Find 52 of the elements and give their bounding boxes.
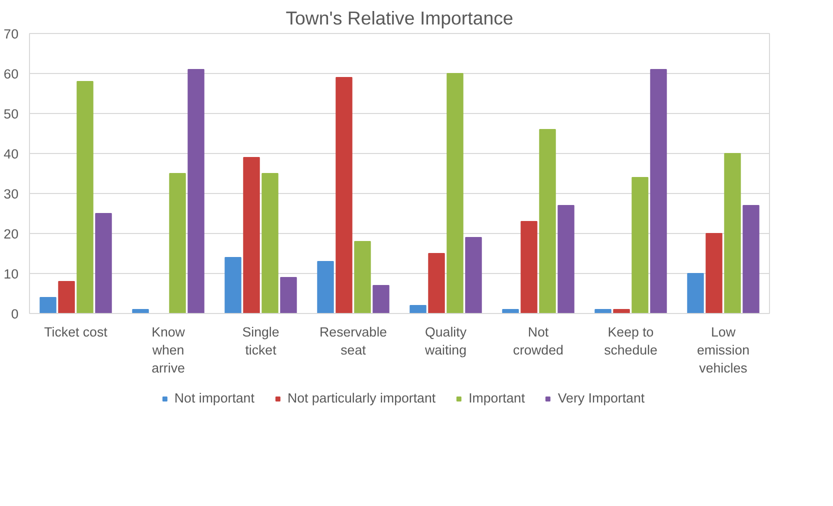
x-tick-label: Low emission vehicles xyxy=(696,324,750,376)
bar xyxy=(372,285,390,314)
bar xyxy=(502,309,519,314)
bar xyxy=(520,221,538,314)
bar xyxy=(465,237,482,314)
bar xyxy=(428,253,445,314)
bar xyxy=(613,309,630,314)
y-tick-label: 60 xyxy=(4,66,19,82)
bar xyxy=(742,205,760,314)
bar xyxy=(687,273,704,314)
bar xyxy=(336,77,352,314)
y-tick-label: 0 xyxy=(11,306,19,322)
bar xyxy=(594,309,612,314)
bar xyxy=(410,305,426,314)
bar xyxy=(539,129,556,314)
x-tick-label: Reservable seat xyxy=(320,324,387,358)
bar xyxy=(446,73,464,314)
legend-label: Important xyxy=(468,390,525,406)
y-tick-label: 50 xyxy=(4,106,19,122)
bar xyxy=(188,69,204,314)
bar xyxy=(169,173,186,314)
y-tick-label: 10 xyxy=(4,266,19,282)
x-tick-label: Know when arrive xyxy=(151,324,186,376)
y-tick-label: 20 xyxy=(4,226,19,242)
legend-label: Very Important xyxy=(558,390,645,406)
bar xyxy=(76,81,94,314)
legend-label: Not important xyxy=(174,390,254,406)
bar xyxy=(95,213,112,314)
bar xyxy=(132,309,149,314)
bar xyxy=(354,241,371,314)
y-tick-label: 30 xyxy=(4,186,19,202)
bar xyxy=(58,281,75,314)
bar xyxy=(243,157,260,314)
y-tick-label: 70 xyxy=(4,26,19,42)
bar xyxy=(706,233,722,314)
bar xyxy=(317,261,334,314)
x-tick-label: Ticket cost xyxy=(44,324,108,340)
chart-title: Town's Relative Importance xyxy=(286,8,514,28)
legend-label: Not particularly important xyxy=(287,390,436,406)
bar xyxy=(40,297,56,314)
bar xyxy=(632,177,648,314)
x-tick-label: Keep to schedule xyxy=(604,324,658,358)
bar xyxy=(724,153,741,314)
y-tick-label: 40 xyxy=(4,146,19,162)
x-tick-label: Not crowded xyxy=(513,324,564,358)
x-tick-label: Single ticket xyxy=(242,324,280,358)
bar xyxy=(280,277,297,314)
bar xyxy=(262,173,278,314)
bar xyxy=(224,257,242,314)
x-tick-label: Quality waiting xyxy=(424,324,467,358)
bar xyxy=(558,205,574,314)
bar xyxy=(650,69,667,314)
